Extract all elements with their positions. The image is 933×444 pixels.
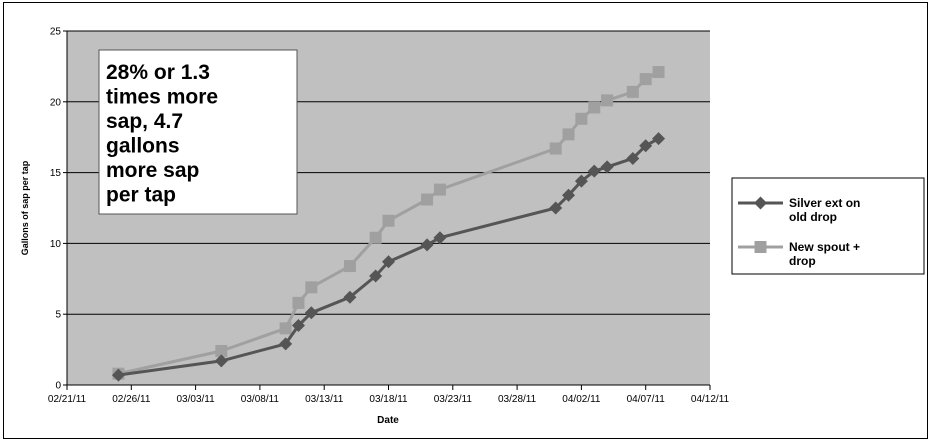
data-point <box>291 319 305 333</box>
data-point <box>562 188 576 202</box>
data-point <box>279 322 292 335</box>
axes: 0 5 10 15 20 25 02/21/11 02/26/11 03/03/11 03/08/… <box>48 27 730 406</box>
y-tick-label: 20 <box>50 97 62 108</box>
data-point <box>652 132 666 146</box>
data-point <box>420 238 434 252</box>
data-point <box>343 290 357 304</box>
data-point <box>549 201 563 215</box>
y-axis-label: Gallons of sap per tap <box>20 160 30 255</box>
x-tick-label: 03/28/11 <box>498 394 537 405</box>
x-tick-label: 03/08/11 <box>241 394 280 405</box>
data-point <box>292 296 305 309</box>
data-point <box>382 255 395 269</box>
data-point <box>754 241 767 253</box>
data-point <box>600 160 614 174</box>
x-tick-label: 03/13/11 <box>305 394 344 405</box>
data-point <box>639 73 652 86</box>
y-tick-label: 10 <box>50 239 62 250</box>
data-point <box>587 164 601 178</box>
data-point <box>382 214 395 227</box>
data-point <box>626 85 639 98</box>
legend-entry: New spout +drop <box>738 240 860 268</box>
data-point <box>588 101 601 114</box>
y-tick-label: 5 <box>55 310 61 321</box>
y-tick-label: 25 <box>50 27 62 38</box>
x-tick-label: 02/21/11 <box>48 394 87 405</box>
data-point <box>305 281 318 294</box>
annotation-line: sap, 4.7 <box>106 110 183 133</box>
x-tick-label: 03/23/11 <box>434 394 473 405</box>
data-point <box>562 128 575 141</box>
data-point <box>652 66 665 79</box>
data-point <box>343 260 356 273</box>
data-point <box>601 94 614 107</box>
legend-label: New spout + <box>789 240 860 254</box>
data-point <box>433 231 447 245</box>
data-point <box>111 368 125 382</box>
x-tick-label: 02/26/11 <box>112 394 151 405</box>
annotation-line: more sap <box>106 159 199 182</box>
data-point <box>421 193 434 206</box>
series-square <box>112 66 665 380</box>
legend-label: drop <box>789 254 816 268</box>
data-point <box>214 354 228 368</box>
data-point <box>754 196 767 210</box>
data-point <box>575 112 588 125</box>
series-diamond <box>111 132 666 382</box>
series-layer <box>111 66 666 382</box>
x-tick-label: 04/07/11 <box>627 394 666 405</box>
x-axis-label: Date <box>377 415 399 426</box>
data-point <box>433 183 446 196</box>
x-tick-label: 03/18/11 <box>369 394 408 405</box>
x-tick-label: 04/02/11 <box>562 394 601 405</box>
annotation-line: 28% or 1.3 <box>106 61 210 84</box>
x-tick-label: 03/03/11 <box>177 394 216 405</box>
annotation-line: per tap <box>106 184 176 207</box>
data-point <box>215 345 228 358</box>
data-point <box>369 269 383 283</box>
annotation-line: times more <box>106 86 218 109</box>
data-point <box>369 231 382 244</box>
y-tick-label: 0 <box>55 381 61 392</box>
y-tick-label: 15 <box>50 168 62 179</box>
data-point <box>626 151 640 165</box>
x-tick-label: 04/12/11 <box>691 394 730 405</box>
data-point <box>639 139 653 153</box>
annotation-line: gallons <box>106 135 180 158</box>
data-point <box>279 337 293 351</box>
data-point <box>574 174 588 188</box>
data-point <box>304 306 318 320</box>
legend-label: Silver ext on <box>789 196 860 210</box>
data-point <box>549 142 562 155</box>
legend-label: old drop <box>789 210 837 224</box>
